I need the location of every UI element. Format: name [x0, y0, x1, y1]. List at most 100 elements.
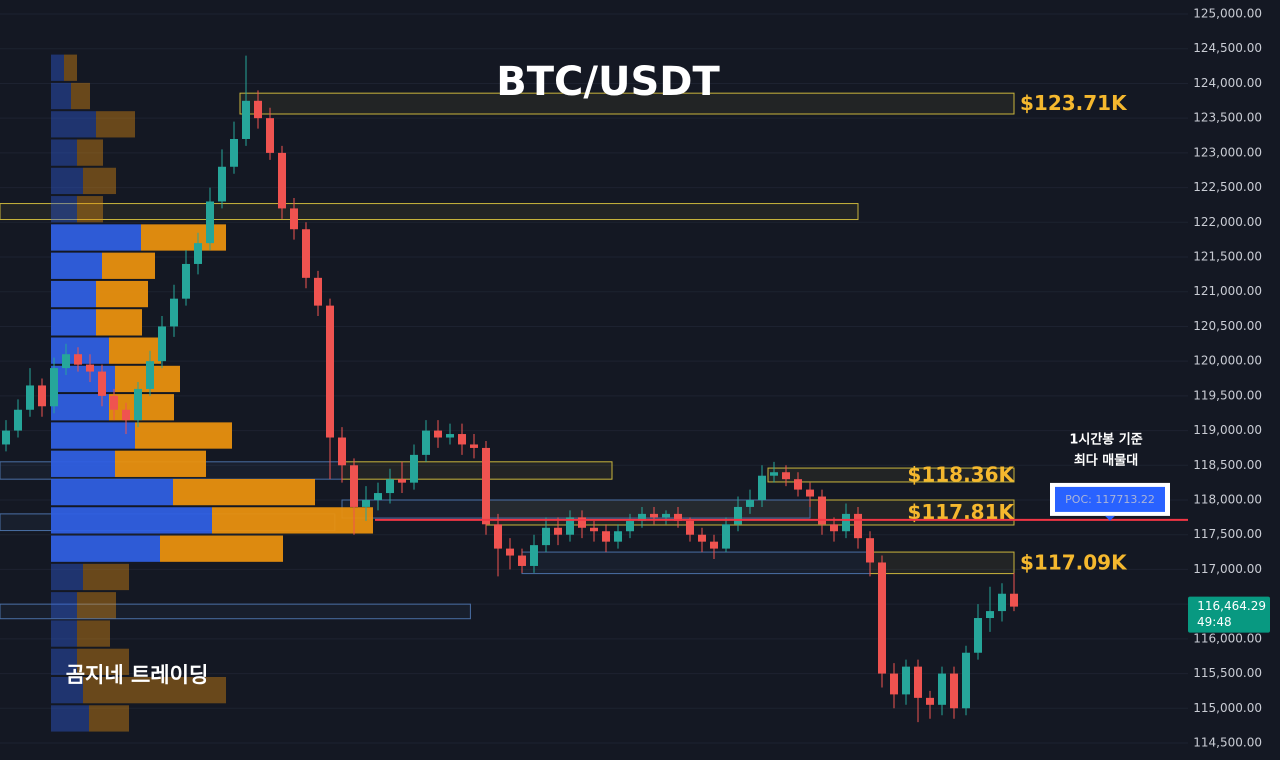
candle-body	[650, 513, 658, 518]
profile-buy	[51, 592, 77, 619]
candle-body	[530, 545, 538, 566]
profile-sell	[173, 478, 315, 506]
candle-body	[302, 229, 310, 278]
price-zone	[239, 92, 1015, 115]
price-axis	[1188, 0, 1280, 760]
candle-body	[998, 593, 1006, 612]
price-zone	[869, 551, 1015, 575]
candle-body	[290, 208, 298, 230]
profile-buy	[51, 507, 212, 534]
profile-sell	[115, 450, 206, 477]
candle-body	[878, 562, 886, 674]
candle-body	[134, 388, 142, 421]
candle-body	[686, 520, 694, 535]
y-tick-label: 115,000.00	[1193, 701, 1262, 715]
candle-body	[554, 527, 562, 535]
price-zone	[0, 603, 471, 620]
y-tick-label: 114,500.00	[1193, 735, 1262, 749]
candle-body	[278, 152, 286, 209]
profile-sell	[77, 620, 110, 647]
candle-body	[206, 201, 214, 244]
candle-body	[794, 479, 802, 490]
candle-body	[770, 472, 778, 476]
candle-body	[434, 430, 442, 438]
candle-body	[170, 298, 178, 327]
profile-sell	[71, 82, 90, 110]
profile-buy	[51, 139, 77, 166]
y-tick-label: 120,500.00	[1193, 319, 1262, 333]
candle-body	[74, 354, 82, 365]
candle-body	[50, 368, 58, 407]
poc-note: 최다 매물대	[1074, 452, 1138, 468]
candle-body	[158, 326, 166, 362]
candle-body	[962, 652, 970, 709]
candle-body	[506, 548, 514, 556]
candle-body	[974, 618, 982, 653]
candle-body	[422, 430, 430, 455]
candle-layer	[2, 55, 1018, 723]
profile-buy	[51, 422, 135, 449]
candle-body	[494, 524, 502, 549]
profile-buy	[51, 309, 96, 336]
profile-sell	[96, 309, 142, 336]
y-tick-label: 121,500.00	[1193, 250, 1262, 264]
candle-body	[38, 385, 46, 407]
zone-label: $118.36K	[907, 463, 1015, 487]
candle-body	[146, 361, 154, 389]
profile-sell	[77, 648, 129, 675]
profile-buy	[51, 676, 83, 704]
poc-label: POC: 117713.22	[1065, 493, 1155, 506]
y-tick-label: 117,500.00	[1193, 527, 1262, 541]
poc-note: 1시간봉 기준	[1069, 431, 1142, 447]
profile-sell	[89, 705, 129, 732]
candle-body	[914, 666, 922, 698]
profile-sell	[77, 139, 103, 166]
zone-label: $117.09K	[1020, 550, 1128, 574]
candle-body	[698, 534, 706, 542]
y-tick-label: 123,000.00	[1193, 145, 1262, 159]
candle-body	[230, 138, 238, 167]
candle-body	[854, 513, 862, 539]
candle-body	[98, 371, 106, 396]
candle-body	[734, 506, 742, 525]
candle-body	[242, 100, 250, 139]
candle-body	[710, 541, 718, 549]
candle-body	[542, 527, 550, 546]
candle-body	[722, 524, 730, 549]
candle-body	[314, 277, 322, 306]
profile-sell	[77, 592, 116, 619]
watermark: 곰지네 트레이딩	[66, 663, 209, 687]
candle-body	[614, 531, 622, 542]
candle-body	[470, 444, 478, 448]
chart-title: BTC/USDT	[496, 59, 720, 105]
candle-body	[338, 437, 346, 466]
y-tick-label: 124,000.00	[1193, 76, 1262, 90]
y-tick-label: 122,000.00	[1193, 215, 1262, 229]
profile-sell	[83, 563, 129, 591]
profile-buy	[51, 196, 77, 223]
candle-body	[926, 697, 934, 705]
candle-body	[866, 538, 874, 563]
candle-body	[14, 409, 22, 431]
profile-sell	[109, 337, 161, 364]
profile-sell	[102, 252, 155, 279]
y-tick-label: 122,500.00	[1193, 180, 1262, 194]
y-tick-label: 118,500.00	[1193, 458, 1262, 472]
price-zone	[0, 203, 859, 221]
y-tick-label: 123,500.00	[1193, 111, 1262, 125]
candle-body	[266, 118, 274, 153]
profile-buy	[51, 620, 77, 647]
candle-body	[398, 479, 406, 483]
candle-body	[842, 513, 850, 532]
candle-body	[674, 513, 682, 521]
y-tick-label: 120,000.00	[1193, 354, 1262, 368]
profile-sell	[135, 422, 232, 449]
y-tick-label: 121,000.00	[1193, 284, 1262, 298]
candle-body	[446, 434, 454, 438]
profile-buy	[51, 111, 96, 138]
price-zone	[767, 467, 1015, 483]
last-price-label: 116,464.29	[1197, 599, 1266, 613]
profile-buy	[51, 563, 83, 591]
candle-body	[818, 496, 826, 525]
